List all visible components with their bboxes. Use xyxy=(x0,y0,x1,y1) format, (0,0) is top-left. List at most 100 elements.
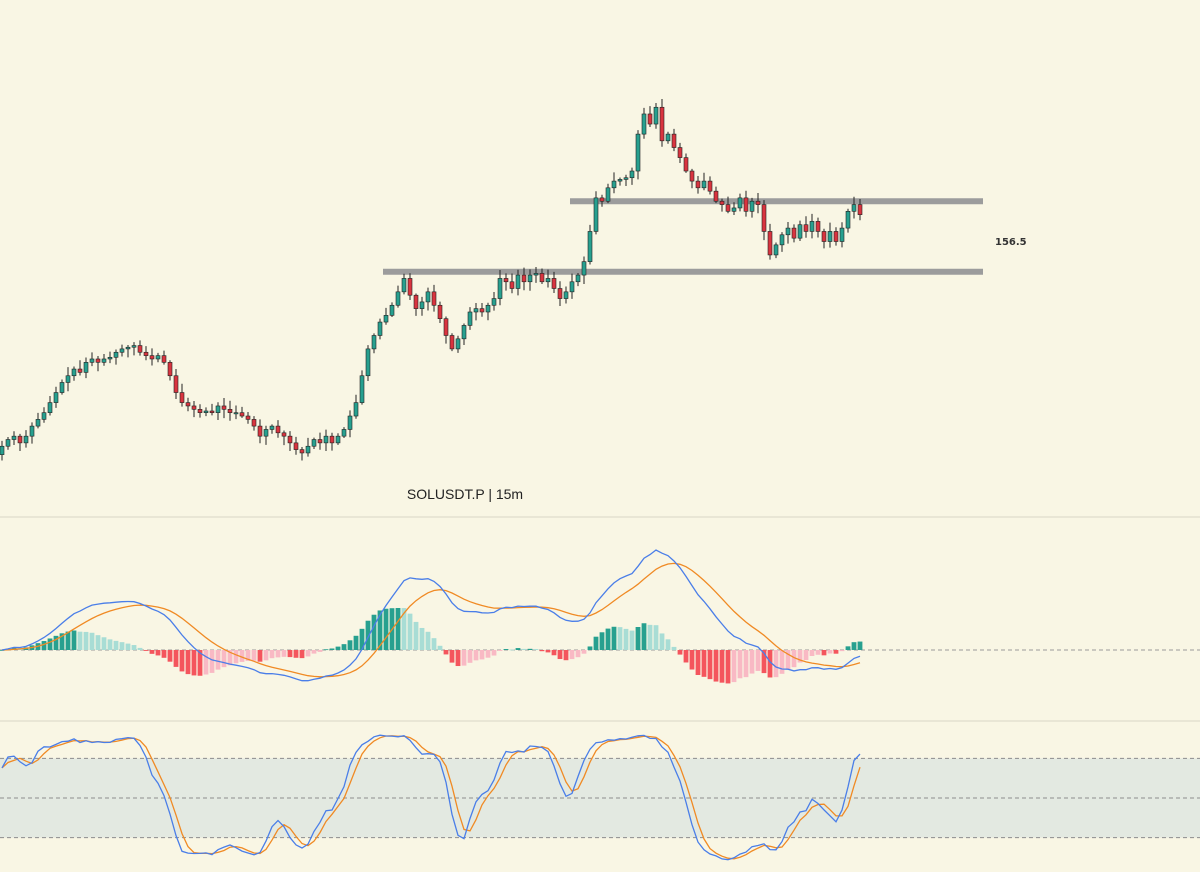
candle-body xyxy=(755,200,761,205)
macd-histogram-bar xyxy=(65,631,71,650)
candle-body xyxy=(569,281,575,293)
candle-body xyxy=(35,419,41,427)
candle-body xyxy=(803,224,809,232)
candle-body xyxy=(77,368,83,373)
candle-body xyxy=(515,274,521,289)
macd-histogram-bar xyxy=(485,650,491,658)
candle-body xyxy=(725,204,731,212)
macd-histogram-bar xyxy=(155,650,161,656)
candle-body xyxy=(461,325,467,340)
macd-line xyxy=(1,549,861,682)
macd-histogram-bar xyxy=(629,630,635,650)
stoch-k-line xyxy=(1,734,861,861)
candle-body xyxy=(269,425,275,430)
candle-body xyxy=(341,429,347,437)
macd-histogram-bar xyxy=(365,620,371,650)
macd-histogram-bar xyxy=(323,649,329,651)
macd-histogram-bar xyxy=(77,631,83,650)
candle-body xyxy=(179,392,185,403)
candle-body xyxy=(209,410,215,413)
candle-body xyxy=(719,200,725,205)
candle-body xyxy=(185,402,191,407)
macd-histogram-bar xyxy=(725,650,731,684)
candle-body xyxy=(359,375,365,403)
macd-histogram-bar xyxy=(167,650,173,662)
macd-histogram-bar xyxy=(179,650,185,672)
macd-histogram-bar xyxy=(617,627,623,650)
macd-histogram-bar xyxy=(191,650,197,676)
macd-histogram-bar xyxy=(125,643,131,650)
candle-body xyxy=(749,200,755,212)
candle-body xyxy=(671,133,677,148)
macd-histogram-bar xyxy=(299,650,305,659)
macd-histogram-bar xyxy=(593,636,599,650)
stochastic-pane xyxy=(0,734,1200,861)
macd-histogram-bar xyxy=(245,650,251,661)
candle-body xyxy=(323,435,329,444)
candle-body xyxy=(95,358,101,363)
candle-body xyxy=(563,291,569,299)
macd-histogram-bar xyxy=(719,650,725,683)
candle-body xyxy=(701,180,707,189)
macd-histogram-bar xyxy=(143,650,149,651)
candle-body xyxy=(317,439,323,444)
candle-body xyxy=(113,351,119,358)
candle-body xyxy=(557,288,563,299)
candle-body xyxy=(617,179,623,182)
macd-histogram-bar xyxy=(539,650,545,652)
macd-histogram-bar xyxy=(545,650,551,653)
candle-body xyxy=(851,204,857,212)
candle-body xyxy=(593,197,599,232)
macd-histogram-bar xyxy=(497,650,503,651)
candle-body xyxy=(647,113,653,125)
macd-histogram-bar xyxy=(599,632,605,650)
candle-body xyxy=(335,435,341,444)
macd-histogram-bar xyxy=(815,650,821,655)
candle-body xyxy=(581,261,587,276)
candle-body xyxy=(203,410,209,413)
macd-histogram-bar xyxy=(419,627,425,650)
macd-histogram-bar xyxy=(773,650,779,678)
level-price-label: 156.5 xyxy=(995,237,1027,248)
candle-body xyxy=(311,439,317,447)
candle-body xyxy=(275,425,281,434)
macd-histogram-bar xyxy=(263,650,269,661)
candle-body xyxy=(143,351,149,356)
macd-histogram-bar xyxy=(443,650,449,655)
macd-histogram-bar xyxy=(647,624,653,650)
macd-histogram-bar xyxy=(653,625,659,650)
candle-body xyxy=(815,221,821,232)
macd-histogram-bar xyxy=(131,645,137,650)
macd-histogram-bar xyxy=(113,640,119,650)
candle-body xyxy=(473,308,479,313)
macd-histogram-bar xyxy=(767,650,773,678)
macd-histogram-bar xyxy=(137,647,143,650)
candle-body xyxy=(101,358,107,363)
candle-body xyxy=(785,227,791,236)
macd-pane xyxy=(0,549,1200,684)
macd-histogram-bar xyxy=(317,650,323,652)
candle-body xyxy=(71,368,77,377)
stoch-d-line xyxy=(1,735,861,860)
macd-histogram-bar xyxy=(581,650,587,654)
macd-histogram-bar xyxy=(293,650,299,658)
candle-body xyxy=(251,419,257,427)
candle-body xyxy=(125,346,131,350)
macd-histogram-bar xyxy=(101,637,107,650)
macd-histogram-bar xyxy=(803,650,809,660)
macd-histogram-bar xyxy=(737,650,743,679)
candle-body xyxy=(119,348,125,353)
symbol-timeframe-title: SOLUSDT.P | 15m xyxy=(407,486,523,502)
macd-histogram-bar xyxy=(203,650,209,675)
candle-body xyxy=(377,321,383,336)
candle-body xyxy=(263,429,269,437)
candle-body xyxy=(23,435,29,444)
candle-body xyxy=(635,133,641,172)
candle-body xyxy=(107,356,113,360)
candle-body xyxy=(665,133,671,142)
candle-body xyxy=(611,180,617,189)
macd-histogram-bar xyxy=(743,650,749,678)
candle-body xyxy=(389,304,395,316)
macd-histogram-bar xyxy=(287,650,293,658)
candle-body xyxy=(587,231,593,262)
